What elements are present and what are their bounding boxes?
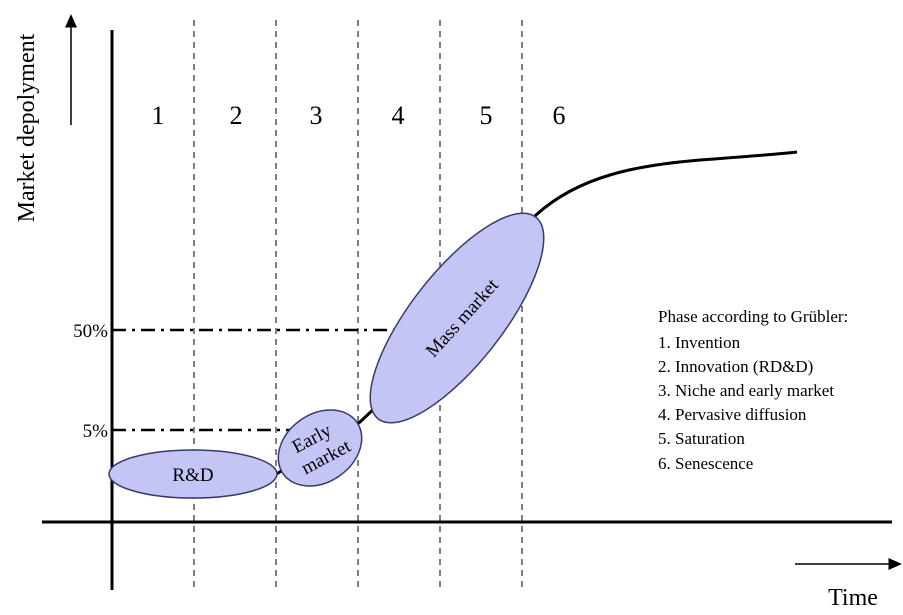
- mass-market-ellipse: [369, 212, 545, 424]
- legend-item: 3. Niche and early market: [658, 381, 834, 400]
- legend-title: Phase according to Grübler:: [658, 307, 848, 326]
- rd-label: R&D: [172, 465, 213, 486]
- phase-number: 4: [392, 101, 405, 130]
- early-market-ellipse: [277, 409, 363, 487]
- diffusion-curve: [269, 150, 798, 480]
- legend-item: 4. Pervasive diffusion: [658, 405, 807, 424]
- phase-legend: Phase according to Grübler: 1. Invention…: [658, 307, 848, 473]
- rd-ellipse: [108, 449, 278, 499]
- x-axis-title: Time: [828, 585, 878, 611]
- legend-item: 2. Innovation (RD&D): [658, 357, 813, 376]
- y-tick-5: 5%: [83, 421, 109, 442]
- phase-number: 2: [230, 101, 243, 130]
- phase-number: 3: [310, 101, 323, 130]
- phase-number: 6: [553, 101, 566, 130]
- legend-item: 6. Senescence: [658, 454, 753, 473]
- phase-number: 5: [480, 101, 493, 130]
- legend-item: 5. Saturation: [658, 429, 745, 448]
- y-tick-50: 50%: [73, 321, 108, 342]
- legend-item: 1. Invention: [658, 333, 741, 352]
- y-axis-title: Market depolyment: [14, 33, 40, 222]
- phase-number: 1: [152, 101, 165, 130]
